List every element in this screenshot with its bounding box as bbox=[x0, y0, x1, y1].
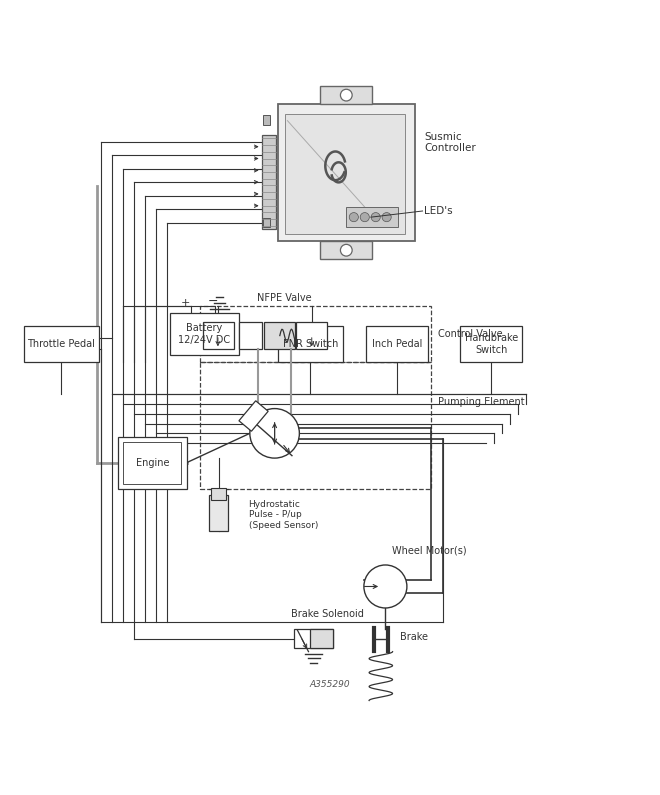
Text: Brake Solenoid: Brake Solenoid bbox=[291, 609, 364, 619]
Bar bbox=[209, 495, 228, 531]
Text: Engine: Engine bbox=[136, 458, 169, 467]
Text: Throttle Pedal: Throttle Pedal bbox=[27, 339, 95, 349]
Bar bbox=[263, 115, 270, 125]
Text: Hydrostatic
Pulse - P/up
(Speed Sensor): Hydrostatic Pulse - P/up (Speed Sensor) bbox=[249, 500, 318, 529]
Text: −: − bbox=[207, 295, 218, 308]
Polygon shape bbox=[239, 401, 268, 431]
Bar bbox=[200, 362, 431, 489]
Circle shape bbox=[349, 212, 358, 222]
Circle shape bbox=[364, 565, 407, 608]
Bar bbox=[200, 306, 431, 362]
Bar bbox=[460, 326, 522, 362]
Bar bbox=[346, 207, 398, 227]
Text: Inch Pedal: Inch Pedal bbox=[372, 339, 422, 349]
Bar bbox=[278, 326, 343, 362]
Text: Battery
12/24V DC: Battery 12/24V DC bbox=[178, 323, 230, 345]
Bar bbox=[170, 312, 239, 355]
Text: Pumping Element: Pumping Element bbox=[438, 398, 524, 407]
Text: Brake: Brake bbox=[400, 632, 428, 642]
Bar bbox=[320, 86, 372, 104]
Text: Control Valve: Control Valve bbox=[438, 329, 502, 339]
Text: A355290: A355290 bbox=[310, 680, 350, 688]
Circle shape bbox=[360, 212, 370, 222]
Circle shape bbox=[371, 212, 380, 222]
Text: NFPE Valve: NFPE Valve bbox=[257, 293, 312, 303]
Bar bbox=[118, 436, 187, 489]
Text: Susmic
Controller: Susmic Controller bbox=[424, 132, 477, 153]
Bar bbox=[296, 322, 327, 349]
Bar bbox=[366, 326, 428, 362]
Text: Handbrake
Switch: Handbrake Switch bbox=[465, 333, 518, 355]
Circle shape bbox=[341, 244, 352, 256]
Circle shape bbox=[382, 212, 391, 222]
Bar bbox=[239, 322, 261, 349]
Bar bbox=[211, 488, 226, 500]
Bar bbox=[263, 218, 270, 227]
Bar bbox=[203, 322, 234, 349]
Text: LED's: LED's bbox=[424, 206, 453, 216]
Bar bbox=[123, 442, 182, 483]
Bar bbox=[294, 629, 333, 649]
Bar bbox=[263, 322, 295, 349]
Bar bbox=[284, 114, 405, 235]
Text: FNR Switch: FNR Switch bbox=[282, 339, 338, 349]
Bar bbox=[310, 629, 333, 649]
Circle shape bbox=[341, 89, 352, 101]
Text: Wheel Motor(s): Wheel Motor(s) bbox=[392, 545, 467, 555]
Circle shape bbox=[250, 409, 300, 458]
Bar bbox=[278, 104, 414, 241]
Bar bbox=[24, 326, 98, 362]
Text: +: + bbox=[181, 297, 190, 308]
Bar bbox=[320, 241, 372, 259]
Bar bbox=[261, 135, 276, 230]
